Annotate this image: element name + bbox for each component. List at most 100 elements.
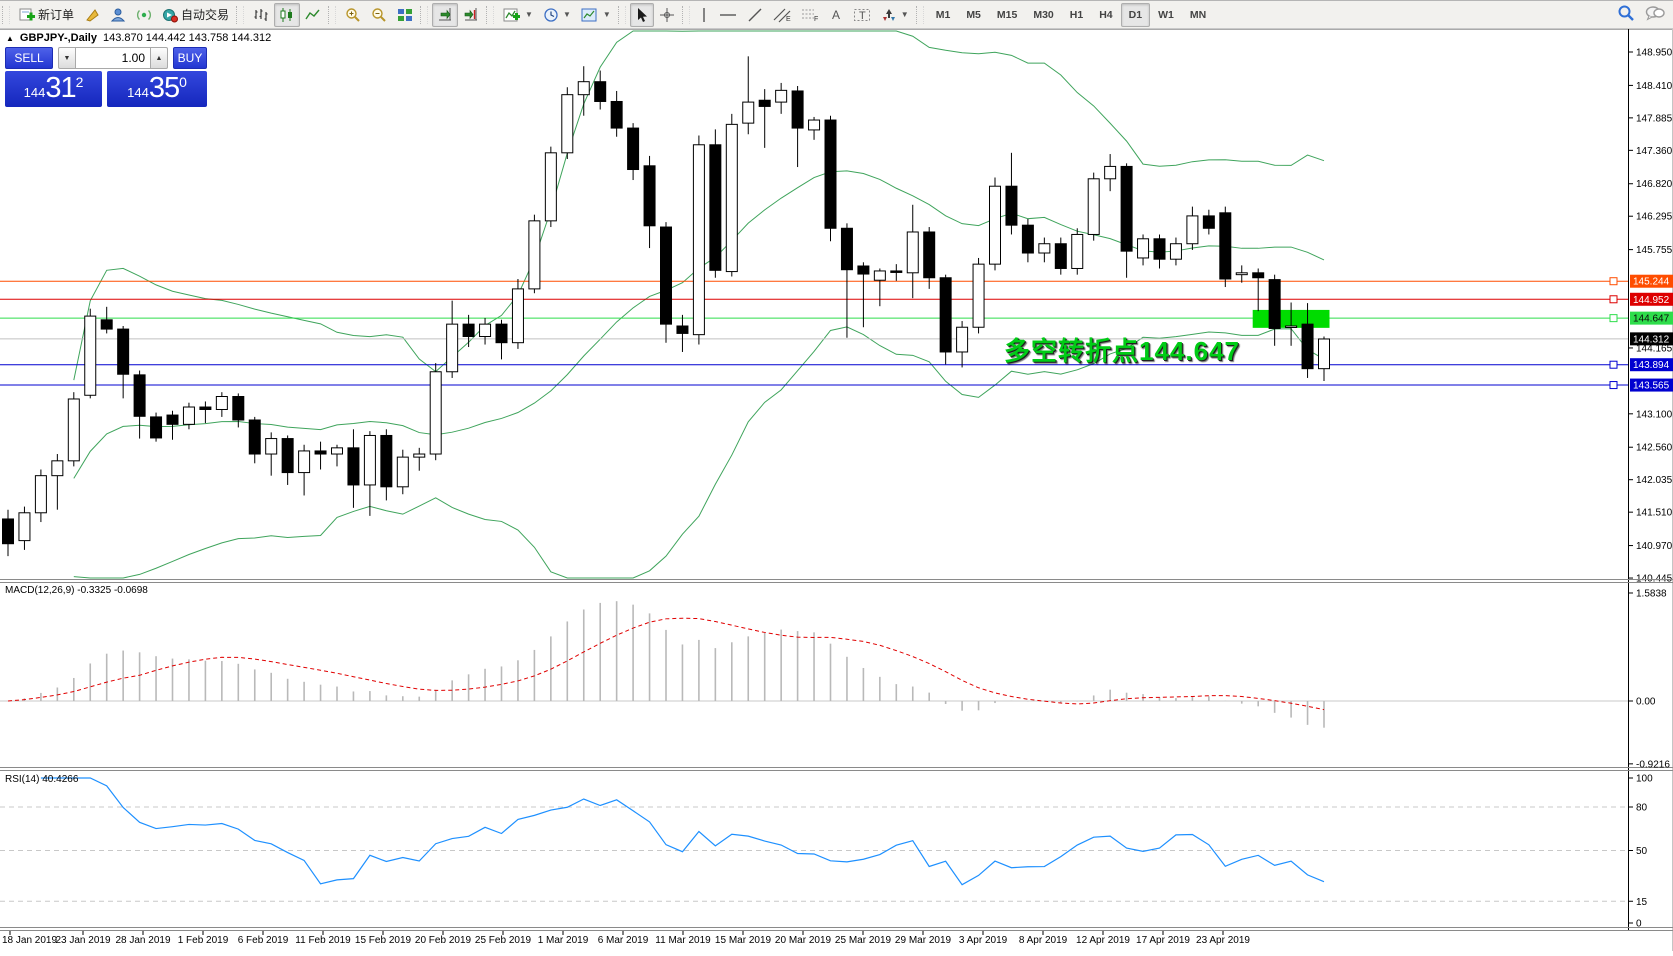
vertical-line-button[interactable] [694, 3, 714, 27]
date-tick-label: 15 Feb 2019 [355, 935, 412, 946]
buy-button[interactable]: BUY [173, 47, 207, 69]
tile-windows-button[interactable] [392, 3, 418, 27]
toolbar-grip [236, 5, 245, 24]
buy-price-main: 35 [148, 72, 180, 104]
rsi-axis-label: 80 [1636, 803, 1648, 814]
candle-body [1285, 325, 1298, 328]
candle-body [791, 90, 804, 129]
date-tick-label: 25 Mar 2019 [835, 935, 892, 946]
macd-axis-label: 0.00 [1636, 697, 1656, 708]
text-label-button[interactable]: T [848, 3, 876, 27]
date-tick-label: 28 Jan 2019 [115, 935, 170, 946]
date-tick-label: 20 Feb 2019 [415, 935, 472, 946]
new-order-icon [19, 7, 35, 23]
candle-body [495, 323, 508, 344]
svg-text:E: E [786, 16, 791, 23]
candle-body [1301, 323, 1314, 370]
indicators-button[interactable]: ▼ [498, 3, 538, 27]
candle-body [1104, 165, 1117, 180]
crosshair-button[interactable] [654, 3, 680, 27]
arrows-button[interactable]: ▼ [876, 3, 914, 27]
candle-body [380, 434, 393, 488]
price-tick-label: 142.035 [1636, 475, 1673, 486]
volume-increase-button[interactable]: ▲ [150, 47, 168, 69]
buy-price-prefix: 144 [127, 85, 149, 100]
line-handle [1609, 360, 1618, 369]
auto-scroll-icon [437, 7, 453, 23]
chat-icon[interactable] [1645, 4, 1665, 25]
text-button[interactable]: A [824, 3, 848, 27]
candle-body [182, 406, 195, 425]
search-icon[interactable] [1617, 4, 1635, 25]
rsi-axis-label: 50 [1636, 846, 1648, 857]
toolbar-grip [617, 5, 626, 24]
candle-body [248, 419, 261, 455]
rsi-axis-label: 100 [1636, 774, 1653, 785]
timeframe-h1-button[interactable]: H1 [1069, 8, 1084, 21]
buy-price[interactable]: 144 35 0 [107, 71, 207, 107]
crosshair-icon [659, 7, 675, 23]
line-chart-button[interactable] [300, 3, 326, 27]
candle-body [1202, 215, 1215, 229]
signals-button[interactable] [131, 3, 157, 27]
signal-icon [136, 7, 152, 23]
equidistant-channel-button[interactable]: E [768, 3, 796, 27]
candle-body [1186, 215, 1199, 245]
candle-body [972, 263, 985, 328]
collapse-one-click-icon[interactable]: ▲ [6, 33, 14, 43]
date-tick-label: 11 Mar 2019 [655, 935, 711, 946]
candlestick-chart-button[interactable] [274, 2, 301, 27]
cursor-button[interactable] [629, 2, 654, 27]
candle-body [1087, 178, 1100, 235]
chart-shift-button[interactable] [458, 3, 484, 27]
timeframe-m1-button[interactable]: M1 [935, 8, 951, 21]
volume-decrease-button[interactable]: ▼ [58, 47, 76, 69]
sell-price[interactable]: 144 31 2 [5, 71, 102, 107]
autotrading-button[interactable]: 自动交易 [157, 3, 234, 27]
chart-shift-icon [463, 7, 479, 23]
date-tick-label: 23 Apr 2019 [1196, 935, 1250, 946]
candle-body [824, 119, 837, 229]
zoom-in-button[interactable] [340, 3, 366, 27]
rsi-line [40, 777, 1325, 886]
date-tick-label: 23 Jan 2019 [55, 935, 110, 946]
candle-body [1120, 165, 1133, 252]
bar-chart-button[interactable] [248, 3, 274, 27]
candle-body [429, 371, 442, 455]
price-tick-label: 143.100 [1636, 409, 1673, 420]
price-badge-label: 145.244 [1633, 277, 1670, 288]
cursor-icon [635, 7, 649, 23]
sell-price-sup: 2 [75, 74, 84, 90]
timeframe-h4-button[interactable]: H4 [1099, 8, 1113, 21]
auto-scroll-button[interactable] [432, 2, 459, 27]
date-tick-label: 20 Mar 2019 [775, 935, 832, 946]
timeframe-w1-button[interactable]: W1 [1158, 8, 1174, 21]
periods-button[interactable]: ▼ [538, 3, 576, 27]
price-tick-label: 148.950 [1636, 48, 1673, 59]
mql5-community-button[interactable] [105, 3, 131, 27]
timeframe-m15-button[interactable]: M15 [996, 8, 1018, 21]
timeframe-mn-button[interactable]: MN [1189, 8, 1207, 21]
timeframe-m30-button[interactable]: M30 [1033, 8, 1054, 21]
volume-input[interactable] [76, 47, 150, 69]
date-tick-label: 6 Mar 2019 [598, 935, 649, 946]
timeframe-d1-button[interactable]: D1 [1120, 2, 1151, 27]
bar-chart-icon [253, 7, 269, 23]
date-tick-label: 25 Feb 2019 [475, 935, 532, 946]
clock-icon [543, 7, 559, 23]
templates-button[interactable]: ▼ [576, 3, 616, 27]
styler-button[interactable] [79, 3, 105, 27]
zoom-out-button[interactable] [366, 3, 392, 27]
new-order-button[interactable]: 新订单 [14, 3, 79, 27]
fibonacci-button[interactable]: F [796, 3, 824, 27]
date-tick-label: 1 Mar 2019 [538, 935, 589, 946]
candle-body [906, 231, 919, 274]
trendline-button[interactable] [742, 3, 768, 27]
symbol-title: GBPJPY-,Daily [19, 32, 97, 44]
macd-axis-label: 1.5838 [1636, 588, 1667, 599]
sell-button[interactable]: SELL [5, 47, 53, 69]
timeframe-m5-button[interactable]: M5 [966, 8, 981, 21]
horizontal-line-button[interactable] [714, 3, 742, 27]
